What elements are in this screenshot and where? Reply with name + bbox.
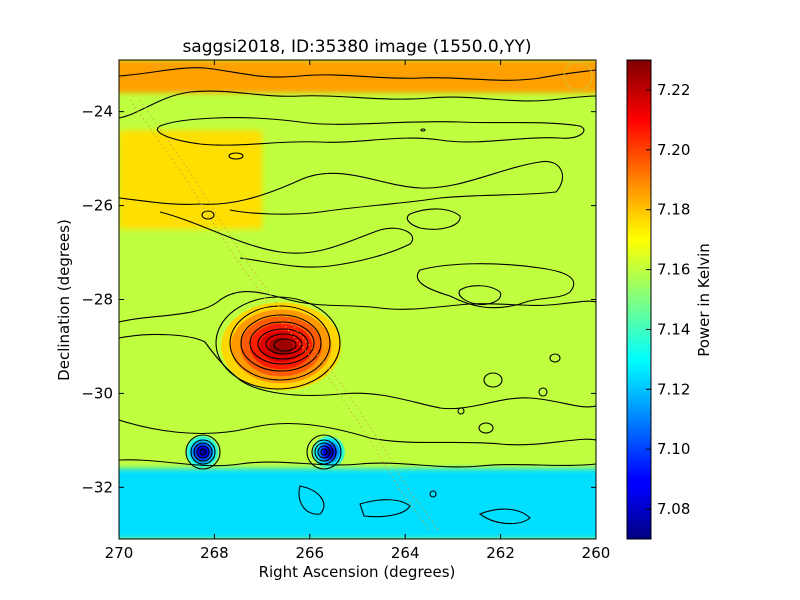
contour-line xyxy=(420,128,426,132)
contour-line xyxy=(320,448,328,456)
colorbar: 7.08 7.10 7.12 7.14 7.16 7.18 7.20 7.22 xyxy=(626,59,690,540)
contour-line xyxy=(549,353,561,363)
contour-line xyxy=(314,442,334,462)
x-tick-label: 264 xyxy=(391,544,420,562)
heatmap-region xyxy=(119,468,596,539)
colorbar-axis: 7.08 7.10 7.12 7.14 7.16 7.18 7.20 7.22 xyxy=(646,81,690,518)
colorbar-gradient xyxy=(627,60,651,539)
dotted-track xyxy=(139,99,441,533)
x-tick-label: 266 xyxy=(295,544,324,562)
contour-line xyxy=(119,90,596,119)
contour-line xyxy=(478,508,531,525)
contour-line xyxy=(240,314,322,372)
contour-line xyxy=(199,448,207,456)
contour-line xyxy=(538,387,548,397)
colorbar-tick-label: 7.08 xyxy=(657,500,690,518)
contour-line xyxy=(265,333,303,355)
contour-line xyxy=(201,210,215,220)
y-tick-label: −28 xyxy=(81,291,113,309)
x-tick-label: 268 xyxy=(200,544,229,562)
y-axis-label: Declination (degrees) xyxy=(55,219,73,381)
contour-line xyxy=(249,321,315,365)
contour-lines xyxy=(119,67,596,525)
contour-line xyxy=(457,407,465,415)
colorbar-tick-label: 7.12 xyxy=(657,380,690,398)
contour-line xyxy=(429,490,437,498)
heatmap-region xyxy=(119,130,263,230)
x-axis: 270 268 266 264 262 260 xyxy=(105,60,611,562)
contour-line xyxy=(119,160,563,215)
chart-title: saggsi2018, ID:35380 image (1550.0,YY) xyxy=(182,37,531,57)
contour-line xyxy=(317,445,331,459)
colorbar-label: Power in Kelvin xyxy=(695,243,713,357)
contour-line xyxy=(458,285,502,305)
contour-line xyxy=(190,439,216,465)
contour-line xyxy=(483,372,503,388)
contour-line xyxy=(196,445,210,459)
beam-circle xyxy=(563,61,593,91)
y-axis: −24 −26 −28 −30 −32 xyxy=(81,103,596,496)
x-tick-label: 262 xyxy=(486,544,515,562)
contour-line xyxy=(417,263,575,309)
y-tick-label: −32 xyxy=(81,478,113,496)
colorbar-frame xyxy=(626,59,652,540)
colorbar-tick-label: 7.14 xyxy=(657,320,690,338)
contour-line xyxy=(311,439,337,465)
contour-line xyxy=(257,328,309,360)
heatmap-peak xyxy=(269,337,294,356)
heatmap-dip xyxy=(325,448,333,456)
colorbar-tick-label: 7.10 xyxy=(657,440,690,458)
x-tick-label: 270 xyxy=(105,544,134,562)
heatmap-image xyxy=(119,60,596,539)
colorbar-tick-label: 7.20 xyxy=(657,141,690,159)
x-tick-label: 260 xyxy=(582,544,611,562)
contour-line xyxy=(406,208,461,230)
contour-line xyxy=(185,434,221,470)
y-tick-label: −30 xyxy=(81,384,113,402)
contour-line xyxy=(119,419,596,446)
contour-line xyxy=(359,499,411,518)
contour-line xyxy=(306,434,342,470)
contour-line xyxy=(119,333,596,410)
contour-line xyxy=(228,152,244,160)
y-tick-label: −24 xyxy=(81,103,113,121)
colorbar-tick-label: 7.22 xyxy=(657,81,690,99)
y-tick-label: −26 xyxy=(81,197,113,215)
contour-line xyxy=(157,117,585,146)
contour-line xyxy=(159,211,413,268)
contour-line xyxy=(119,459,596,468)
colorbar-tick-label: 7.18 xyxy=(657,201,690,219)
x-axis-label: Right Ascension (degrees) xyxy=(259,563,456,581)
contour-line xyxy=(273,338,297,352)
contour-line xyxy=(478,422,494,434)
colorbar-tick-label: 7.16 xyxy=(657,261,690,279)
contour-line xyxy=(193,442,213,462)
contour-line xyxy=(119,291,596,323)
contour-line xyxy=(229,305,331,381)
contour-line xyxy=(215,296,341,390)
contour-line xyxy=(298,485,325,515)
contour-line xyxy=(119,67,596,81)
